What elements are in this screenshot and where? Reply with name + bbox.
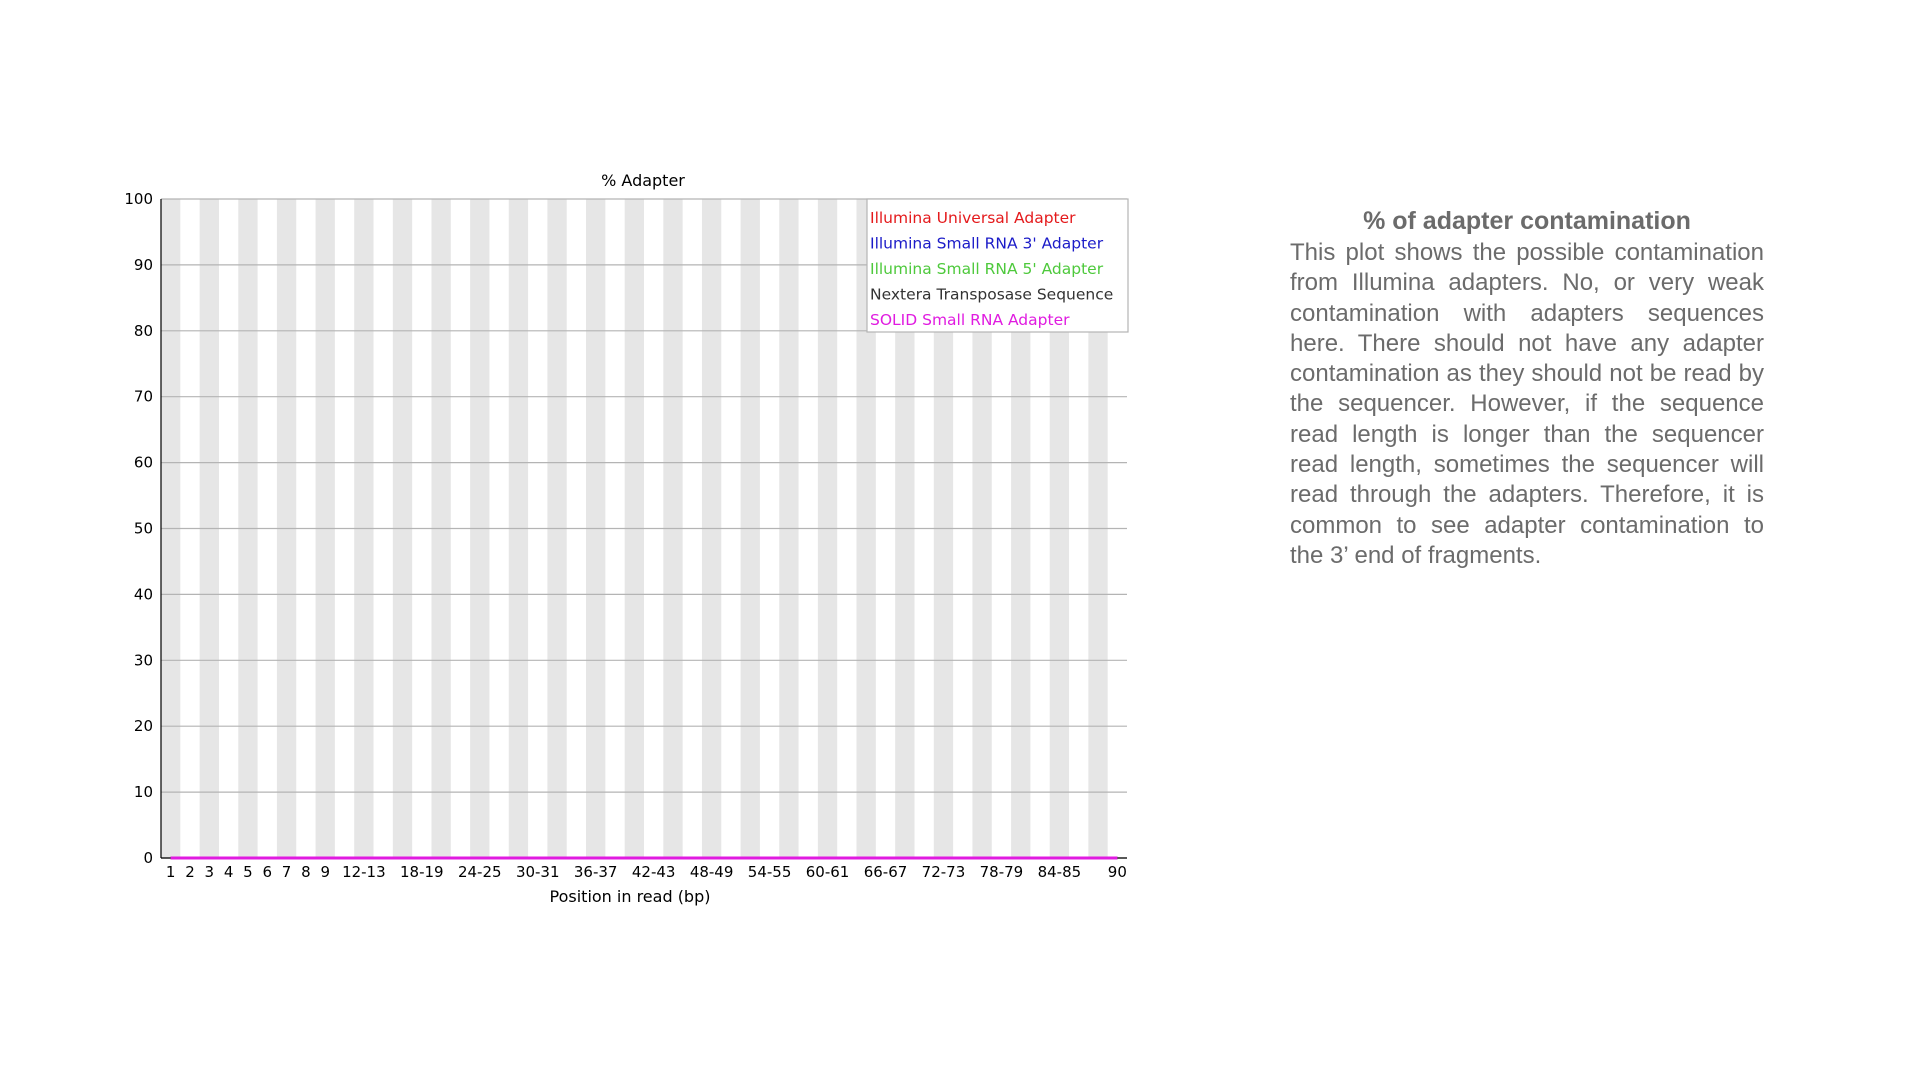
x-tick-label: 1 xyxy=(166,863,176,881)
description-panel: % of adapter contamination This plot sho… xyxy=(1290,206,1764,571)
x-tick-label: 3 xyxy=(205,863,215,881)
y-tick-label: 70 xyxy=(134,388,153,406)
chart-title: % Adapter xyxy=(601,171,685,190)
y-tick-label: 80 xyxy=(134,322,153,340)
x-tick-label: 84-85 xyxy=(1038,863,1082,881)
x-tick-label: 24-25 xyxy=(458,863,502,881)
y-tick-label: 90 xyxy=(134,256,153,274)
x-tick-label: 60-61 xyxy=(806,863,850,881)
y-tick-label: 20 xyxy=(134,717,153,735)
x-tick-labels: 1 2 3 4 5 6 7 8 9 12-13 18-19 24-25 30-31 36-37 42-43 4… xyxy=(166,863,1127,881)
x-axis-label: Position in read (bp) xyxy=(550,887,711,906)
legend-box xyxy=(866,198,1129,333)
adapter-chart: 0 10 20 30 40 50 60 70 80 90 100 1 2 3 4 5 6 7 8 9 12-13 18-… xyxy=(124,171,1129,906)
x-tick-label: 8 xyxy=(301,863,311,881)
x-tick-label: 78-79 xyxy=(980,863,1024,881)
x-tick-label: 18-19 xyxy=(400,863,444,881)
x-tick-label: 36-37 xyxy=(574,863,618,881)
y-tick-label: 60 xyxy=(134,454,153,472)
y-tick-label: 40 xyxy=(134,585,153,603)
y-tick-labels: 0 10 20 30 40 50 60 70 80 90 100 xyxy=(124,190,153,867)
legend-entry: SOLID Small RNA Adapter xyxy=(870,311,1070,329)
description-body: This plot shows the possible contaminati… xyxy=(1290,239,1764,569)
x-tick-label: 6 xyxy=(262,863,272,881)
x-tick-label: 7 xyxy=(282,863,292,881)
x-tick-label: 90 xyxy=(1108,863,1127,881)
legend-entry: Illumina Universal Adapter xyxy=(870,209,1076,227)
y-tick-label: 30 xyxy=(134,651,153,669)
x-tick-label: 30-31 xyxy=(516,863,560,881)
x-tick-label: 4 xyxy=(224,863,234,881)
x-tick-label: 72-73 xyxy=(922,863,966,881)
x-tick-label: 48-49 xyxy=(690,863,734,881)
y-tick-label: 50 xyxy=(134,520,153,538)
x-tick-label: 12-13 xyxy=(342,863,386,881)
x-tick-label: 9 xyxy=(320,863,330,881)
x-tick-label: 66-67 xyxy=(864,863,908,881)
x-tick-label: 5 xyxy=(243,863,253,881)
legend-entry: Illumina Small RNA 3' Adapter xyxy=(870,235,1104,253)
x-tick-label: 54-55 xyxy=(748,863,792,881)
legend-entry: Illumina Small RNA 5' Adapter xyxy=(870,260,1104,278)
description-heading: % of adapter contamination xyxy=(1363,207,1691,235)
legend: Illumina Universal Adapter Illumina Small… xyxy=(866,198,1129,333)
legend-entry: Nextera Transposase Sequence xyxy=(870,286,1113,304)
x-tick-label: 2 xyxy=(185,863,195,881)
y-tick-label: 10 xyxy=(134,783,153,801)
y-tick-label: 100 xyxy=(124,190,153,208)
x-tick-label: 42-43 xyxy=(632,863,676,881)
adapter-chart-svg: 0 10 20 30 40 50 60 70 80 90 100 1 2 3 4 5 6 7 8 9 12-13 18-… xyxy=(124,171,1129,906)
y-tick-label: 0 xyxy=(143,849,153,867)
